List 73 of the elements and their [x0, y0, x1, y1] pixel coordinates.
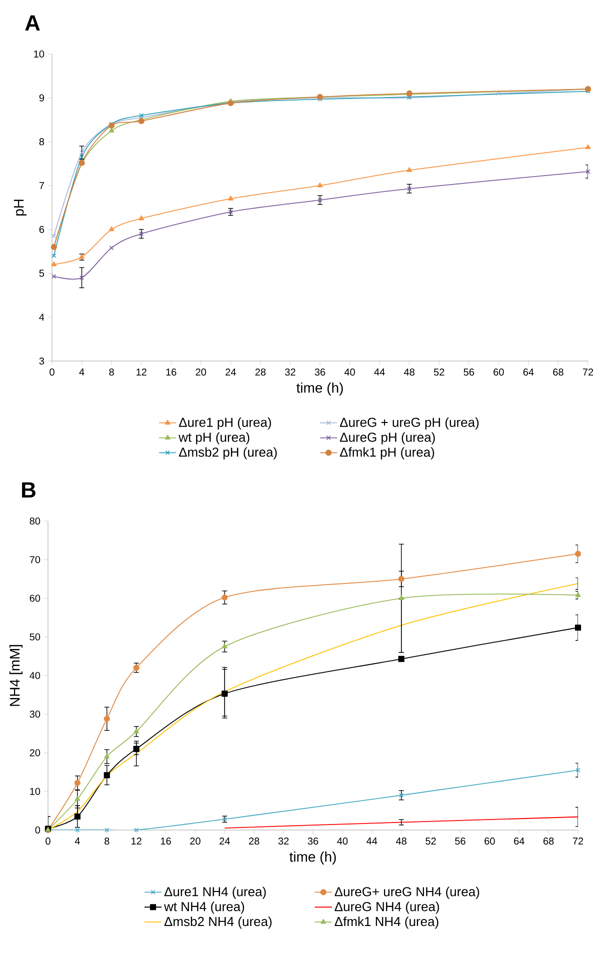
x-tick-label: 44 [366, 838, 378, 844]
x-tick-label: 52 [434, 368, 444, 376]
y-tick-label: 5 [39, 270, 44, 277]
x-tick-label: 32 [285, 368, 296, 376]
chart-title: A [25, 15, 40, 30]
y-tick-label: 40 [30, 672, 40, 680]
x-tick-label: 52 [426, 838, 436, 845]
x-tick-label: 0 [46, 838, 50, 845]
x-tick-label: 68 [553, 368, 564, 376]
x-tick-label: 40 [344, 368, 355, 376]
x-tick-label: 8 [109, 368, 114, 376]
x-axis-title: time (h) [289, 851, 336, 865]
y-tick-label: 20 [30, 749, 40, 756]
legend-label: Δure1 pH (urea) [178, 417, 271, 430]
x-tick-label: 32 [278, 838, 289, 845]
y-tick-label: 6 [39, 226, 44, 233]
legend-label: wt NH4 (urea) [164, 902, 244, 914]
x-tick-label: 20 [190, 838, 200, 845]
x-tick-label: 48 [404, 368, 414, 376]
x-tick-label: 4 [74, 838, 80, 844]
x-tick-label: 28 [249, 838, 260, 845]
x-tick-label: 36 [314, 368, 326, 376]
x-tick-label: 40 [337, 838, 348, 845]
x-tick-label: 16 [160, 838, 171, 845]
x-tick-label: 4 [79, 368, 84, 376]
legend-label: ΔureG NH4 (urea) [334, 902, 440, 914]
legend-label: ΔureG pH (urea) [340, 432, 435, 444]
x-tick-label: 72 [572, 838, 584, 845]
x-tick-label: 56 [455, 838, 466, 845]
x-tick-label: 28 [255, 368, 266, 376]
legend-label: ΔureG + ureG pH (urea) [340, 417, 479, 430]
x-tick-label: 0 [50, 368, 54, 376]
x-tick-label: 60 [484, 838, 495, 845]
x-tick-label: 20 [196, 368, 206, 376]
legend-label: wt pH (urea) [178, 432, 250, 444]
x-tick-label: 64 [523, 368, 534, 376]
y-tick-label: 80 [30, 517, 40, 525]
x-axis-title: time (h) [296, 382, 343, 396]
x-tick-label: 24 [220, 838, 230, 845]
y-tick-label: 10 [30, 788, 40, 795]
x-tick-label: 60 [494, 368, 504, 376]
y-axis-title: NH4 [mM] [9, 645, 22, 706]
legend-label: ΔureG+ ureG NH4 (urea) [334, 886, 480, 899]
x-tick-label: 72 [582, 368, 594, 376]
x-tick-label: 64 [514, 838, 524, 845]
y-tick-label: 70 [30, 556, 40, 564]
y-axis-title: pH [14, 200, 26, 216]
y-tick-label: 30 [30, 710, 40, 718]
x-tick-label: 68 [543, 838, 554, 845]
y-tick-label: 10 [34, 50, 44, 58]
legend-label: Δfmk1 pH (urea) [340, 447, 434, 460]
legend-label: Δmsb2 pH (urea) [178, 447, 277, 460]
y-tick-label: 3 [39, 357, 44, 365]
x-tick-label: 48 [396, 838, 406, 845]
x-tick-label: 36 [308, 838, 318, 845]
y-tick-label: 50 [30, 633, 40, 640]
y-tick-label: 7 [39, 182, 44, 190]
y-tick-label: 4 [39, 314, 44, 321]
x-tick-label: 12 [132, 838, 142, 845]
legend-label: Δfmk1 NH4 (urea) [334, 916, 438, 929]
y-tick-label: 60 [30, 594, 40, 602]
x-tick-label: 12 [136, 368, 146, 376]
x-tick-label: 56 [464, 368, 474, 376]
x-tick-label: 44 [374, 368, 385, 376]
y-tick-label: 8 [39, 138, 44, 146]
x-tick-label: 8 [104, 838, 110, 845]
chart-title: B [22, 482, 36, 498]
legend-label: Δmsb2 NH4 (urea) [164, 916, 272, 929]
x-tick-label: 16 [166, 368, 176, 376]
y-tick-label: 9 [39, 94, 44, 102]
y-tick-label: 0 [35, 826, 40, 834]
legend-label: Δure1 NH4 (urea) [164, 886, 266, 899]
x-tick-label: 24 [226, 368, 236, 376]
